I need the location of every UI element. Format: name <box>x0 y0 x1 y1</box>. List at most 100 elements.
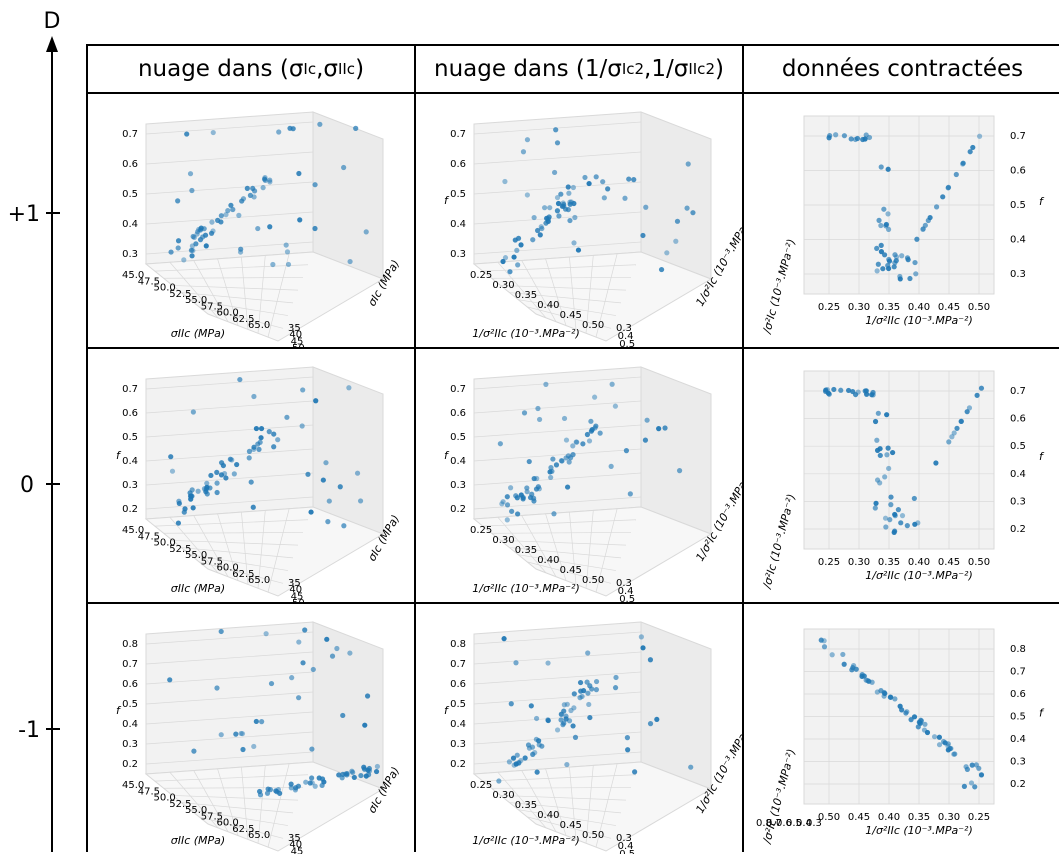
scatter-point <box>567 455 574 461</box>
x-tick-label: 0.45 <box>560 565 582 576</box>
grid-line <box>497 262 547 319</box>
y-tick-label: 40 <box>289 330 302 341</box>
scatter-point <box>570 723 576 729</box>
scatter-point <box>533 715 540 722</box>
scatter-point <box>209 219 215 225</box>
scatter-point <box>511 762 517 768</box>
grid-line <box>190 554 289 571</box>
scatter-point <box>969 762 975 768</box>
scatter-point <box>246 455 252 461</box>
scatter-point <box>936 734 942 740</box>
scatter-point <box>933 204 940 210</box>
scatter-point <box>231 471 237 477</box>
scatter-point <box>561 415 568 422</box>
d-tick-plus1: +1 <box>8 202 40 227</box>
x-tick-label: 55.0 <box>185 805 207 816</box>
scatter-point <box>288 785 294 791</box>
scatter-point <box>267 224 273 230</box>
x-tick-label: 0.25 <box>470 270 492 281</box>
scatter-point <box>632 769 638 775</box>
scatter-point <box>313 398 319 404</box>
scatter-point <box>925 217 931 224</box>
z-tick-label: 0.2 <box>1010 524 1026 535</box>
scatter-point <box>289 675 295 681</box>
scatter-point <box>899 707 905 713</box>
scatter-point <box>870 392 876 398</box>
scatter-point <box>189 487 195 493</box>
scatter-point <box>967 149 973 155</box>
scatter-point <box>904 709 910 715</box>
z-tick-label: 0.7 <box>122 129 138 140</box>
scatter-point <box>329 653 336 659</box>
scatter-point <box>829 652 835 658</box>
scatter-point <box>218 213 224 219</box>
scatter-point <box>534 769 540 775</box>
scatter-point <box>852 136 859 143</box>
scatter-point <box>676 468 683 474</box>
x-tick-label: 0.40 <box>537 810 559 821</box>
scatter-plot-3d: 0.3 0.4 0.5 0.6 0.7 0.25 0.30 0.35 0.40 0.45 0.501… <box>760 115 1045 336</box>
scatter-point <box>214 480 220 486</box>
grid-line <box>491 532 632 534</box>
scatter-point <box>567 217 573 224</box>
scatter-point <box>307 780 313 786</box>
grid-line <box>595 253 618 338</box>
scatter-point <box>524 192 530 198</box>
scatter-point <box>190 409 196 415</box>
y-tick-label: 50 <box>292 343 305 347</box>
scatter-point <box>223 212 229 218</box>
scatter-point <box>230 206 236 213</box>
scatter-point <box>349 768 355 774</box>
x-tick-label: 60.0 <box>217 818 239 829</box>
grid-line <box>491 277 632 279</box>
x-tick-label: 47.5 <box>138 276 160 287</box>
y-tick-label: 0.3 <box>806 818 822 829</box>
grid-line <box>509 292 622 304</box>
plot-cell: 0.2 0.3 0.4 0.5 0.6 0.7 45.0 47.5 50.0 52.5 55.0 57… <box>88 349 414 602</box>
grid-line <box>145 751 314 765</box>
scatter-point <box>244 185 250 191</box>
x-tick-label: 0.35 <box>908 812 930 823</box>
scatter-point <box>952 751 958 757</box>
z-tick-label: 0.3 <box>122 739 138 750</box>
z-axis-label: f <box>1039 707 1045 720</box>
grid-line <box>473 241 642 255</box>
scatter-point <box>582 174 588 181</box>
grid-line <box>569 512 577 585</box>
grid-line <box>257 510 266 589</box>
x-axis-label: σIIc (MPa) <box>171 582 225 595</box>
scatter-point <box>520 494 526 501</box>
scatter-point <box>940 194 946 200</box>
z-tick-label: 0.4 <box>450 456 466 467</box>
scatter-point <box>312 225 318 232</box>
grid-line <box>172 540 299 546</box>
x-axis-label: 1/σ²IIc (10⁻³.MPa⁻²) <box>472 327 580 340</box>
scatter-point <box>550 456 556 462</box>
scatter-point <box>850 388 856 395</box>
x-axis-label: 1/σ²IIc (10⁻³.MPa⁻²) <box>865 314 973 327</box>
floor-pane <box>472 761 713 852</box>
scatter-point <box>511 254 517 260</box>
scatter-point <box>589 686 595 692</box>
scatter-point <box>214 469 220 475</box>
scatter-point <box>831 386 837 393</box>
scatter-point <box>337 484 343 490</box>
z-tick-label: 0.2 <box>1010 779 1026 790</box>
scatter-point <box>310 666 316 673</box>
z-tick-label: 0.5 <box>122 189 138 200</box>
scatter-point <box>907 275 913 282</box>
header-col-sigma: nuage dans (σ Ic, σ IIc) <box>137 56 365 82</box>
scatter-point <box>373 768 380 775</box>
scatter-point <box>893 258 899 264</box>
scatter-point <box>309 780 315 786</box>
scatter-point <box>251 393 257 400</box>
z-tick-label: 0.7 <box>450 659 466 670</box>
x-tick-label: 0.35 <box>878 302 900 313</box>
z-tick-label: 0.7 <box>450 129 466 140</box>
scatter-point <box>592 425 598 431</box>
scatter-point <box>878 222 884 229</box>
grid-line <box>473 424 642 438</box>
scatter-point <box>496 778 502 784</box>
z-tick-label: 0.5 <box>1010 200 1026 211</box>
scatter-point <box>600 179 606 185</box>
